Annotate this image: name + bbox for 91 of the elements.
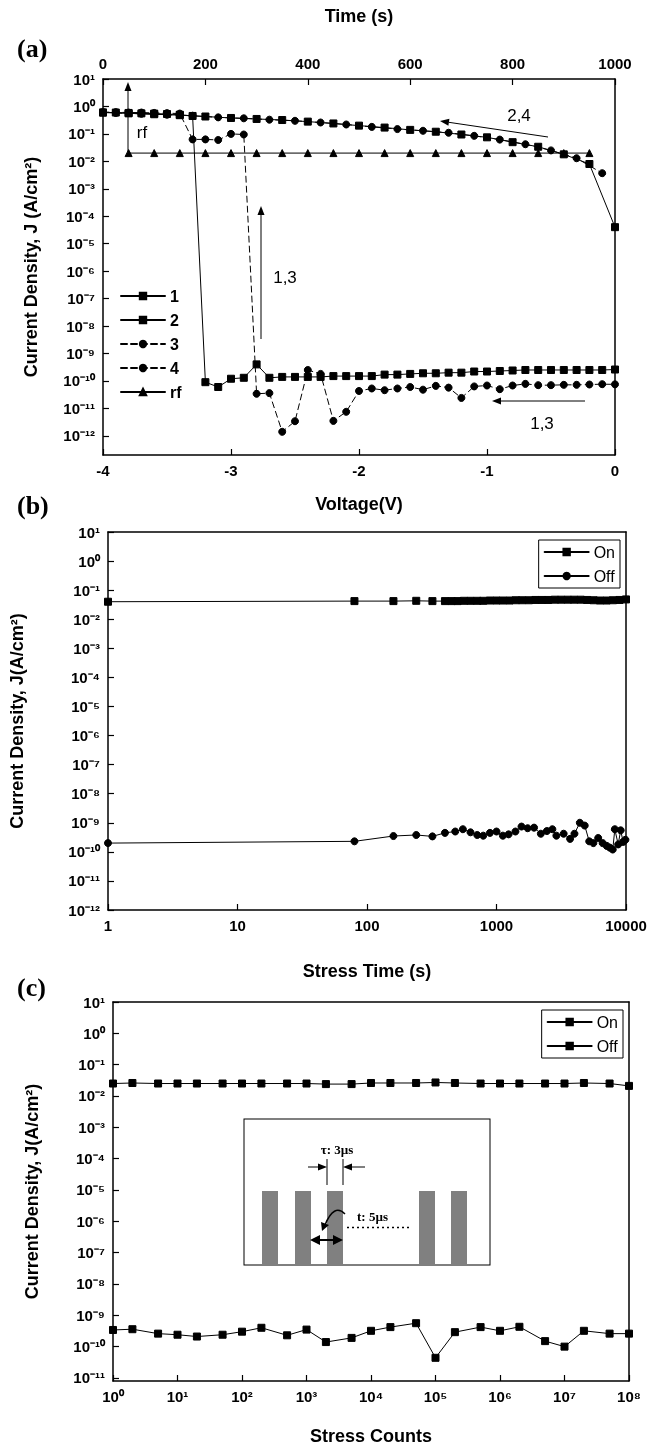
x-tick-label: -2 xyxy=(352,462,366,479)
legend-label: 1 xyxy=(170,287,179,305)
chart-title: (b) xyxy=(17,490,49,520)
y-tick-label: 10⁻⁴ xyxy=(65,207,95,225)
x-axis-title: Stress Time (s) xyxy=(302,961,432,981)
y-tick-label: 10¹ xyxy=(83,993,105,1011)
x-tick-label: 10⁸ xyxy=(617,1388,641,1405)
legend-label: 4 xyxy=(170,359,179,377)
y-tick-label: 10⁻¹ xyxy=(68,125,95,143)
x-tick-label: 10⁴ xyxy=(358,1388,384,1405)
y-tick-label: 10⁻¹⁰ xyxy=(73,1338,106,1356)
y-tick-label: 10⁻⁶ xyxy=(71,727,100,745)
y-tick-label: 10¹ xyxy=(73,70,95,88)
x-tick-label: 10⁶ xyxy=(488,1388,512,1405)
x2-tick-label: 1000 xyxy=(598,55,632,72)
chart-title: (c) xyxy=(17,972,46,1002)
x-tick-label: 10² xyxy=(231,1388,253,1405)
y-tick-label: 10⁻¹ xyxy=(73,581,100,599)
legend-label: Off xyxy=(593,567,616,585)
legend-label: 3 xyxy=(170,335,179,353)
annotation: 1,3 xyxy=(530,414,554,434)
x-tick-label: -1 xyxy=(480,462,494,479)
x-tick-label: 1000 xyxy=(479,917,514,934)
x-axis-title: Voltage(V) xyxy=(315,494,403,514)
y-tick-label: 10⁻¹¹ xyxy=(63,399,95,417)
x-tick-label: 10⁰ xyxy=(102,1388,125,1405)
x-axis-title: Stress Counts xyxy=(309,1426,433,1446)
y-tick-label: 10⁻⁷ xyxy=(67,290,95,308)
annotation: τ: 3µs xyxy=(320,1141,354,1157)
y-tick-label: 10⁻⁸ xyxy=(76,1275,105,1293)
y-axis-title: Current Density, J(A/cm²) xyxy=(7,613,27,829)
y-tick-label: 10⁻³ xyxy=(73,639,100,657)
legend-label: On xyxy=(596,1013,618,1031)
x2-axis-title: Time (s) xyxy=(324,6,394,26)
y-tick-label: 10⁰ xyxy=(83,1024,106,1042)
y-tick-label: 10⁻¹⁰ xyxy=(63,372,96,390)
x-tick-label: 1 xyxy=(103,917,113,934)
y-tick-label: 10⁻² xyxy=(68,152,95,170)
y-tick-label: 10⁻⁵ xyxy=(71,697,100,715)
x-tick-label: 10⁷ xyxy=(553,1388,576,1405)
y-tick-label: 10⁰ xyxy=(78,552,101,570)
annotation: 2,4 xyxy=(507,106,531,126)
x2-tick-label: 0 xyxy=(98,55,108,72)
legend-label: On xyxy=(593,543,615,561)
legend-label: rf xyxy=(170,383,183,401)
y-tick-label: 10⁻⁸ xyxy=(66,317,95,335)
x-tick-label: 0 xyxy=(610,462,620,479)
x2-tick-label: 200 xyxy=(192,55,218,72)
y-tick-label: 10⁻² xyxy=(73,610,100,628)
x-tick-label: -3 xyxy=(224,462,238,479)
legend-label: Off xyxy=(596,1037,619,1055)
y-tick-label: 10⁻⁷ xyxy=(77,1244,105,1262)
chart-title: (a) xyxy=(17,33,48,63)
y-tick-label: 10⁻⁷ xyxy=(72,756,100,774)
y-tick-label: 10⁻⁶ xyxy=(66,262,95,280)
y-tick-label: 10⁻³ xyxy=(78,1118,105,1136)
y-tick-label: 10⁻¹ xyxy=(78,1056,105,1074)
x-tick-label: 100 xyxy=(354,917,380,934)
y-tick-label: 10⁻⁵ xyxy=(66,235,95,253)
x2-tick-label: 400 xyxy=(295,55,321,72)
x-tick-label: 10⁵ xyxy=(423,1388,448,1405)
x-tick-label: -4 xyxy=(96,462,111,479)
y-tick-label: 10⁻⁹ xyxy=(76,1306,105,1324)
annotation: t: 5µs xyxy=(357,1208,388,1224)
annotation: rf xyxy=(136,123,148,143)
y-axis-title: Current Density, J (A/cm²) xyxy=(21,156,41,378)
y-tick-label: 10⁻⁴ xyxy=(70,668,100,686)
y-tick-label: 10⁻⁴ xyxy=(75,1150,105,1168)
x-tick-label: 10 xyxy=(229,917,246,934)
x-tick-label: 10000 xyxy=(605,917,647,934)
y-tick-label: 10¹ xyxy=(78,523,100,541)
y-tick-label: 10⁻⁹ xyxy=(66,344,95,362)
y-tick-label: 10⁻¹² xyxy=(68,901,100,919)
y-tick-label: 10⁻⁵ xyxy=(76,1181,105,1199)
x2-tick-label: 600 xyxy=(397,55,423,72)
y-tick-label: 10⁻¹¹ xyxy=(73,1369,105,1387)
annotation: 1,3 xyxy=(273,268,297,288)
legend-label: 2 xyxy=(170,311,179,329)
y-tick-label: 10⁻¹¹ xyxy=(68,872,100,890)
y-tick-label: 10⁻¹⁰ xyxy=(68,843,101,861)
y-tick-label: 10⁰ xyxy=(73,97,96,115)
y-tick-label: 10⁻⁶ xyxy=(76,1212,105,1230)
y-tick-label: 10⁻² xyxy=(78,1087,105,1105)
x2-tick-label: 800 xyxy=(500,55,526,72)
y-tick-label: 10⁻⁹ xyxy=(71,814,100,832)
y-tick-label: 10⁻³ xyxy=(68,180,95,198)
y-tick-label: 10⁻⁸ xyxy=(71,785,100,803)
x-tick-label: 10¹ xyxy=(166,1388,189,1405)
y-axis-title: Current Density, J(A/cm²) xyxy=(22,1083,42,1300)
y-tick-label: 10⁻¹² xyxy=(63,427,95,445)
x-tick-label: 10³ xyxy=(295,1388,318,1405)
